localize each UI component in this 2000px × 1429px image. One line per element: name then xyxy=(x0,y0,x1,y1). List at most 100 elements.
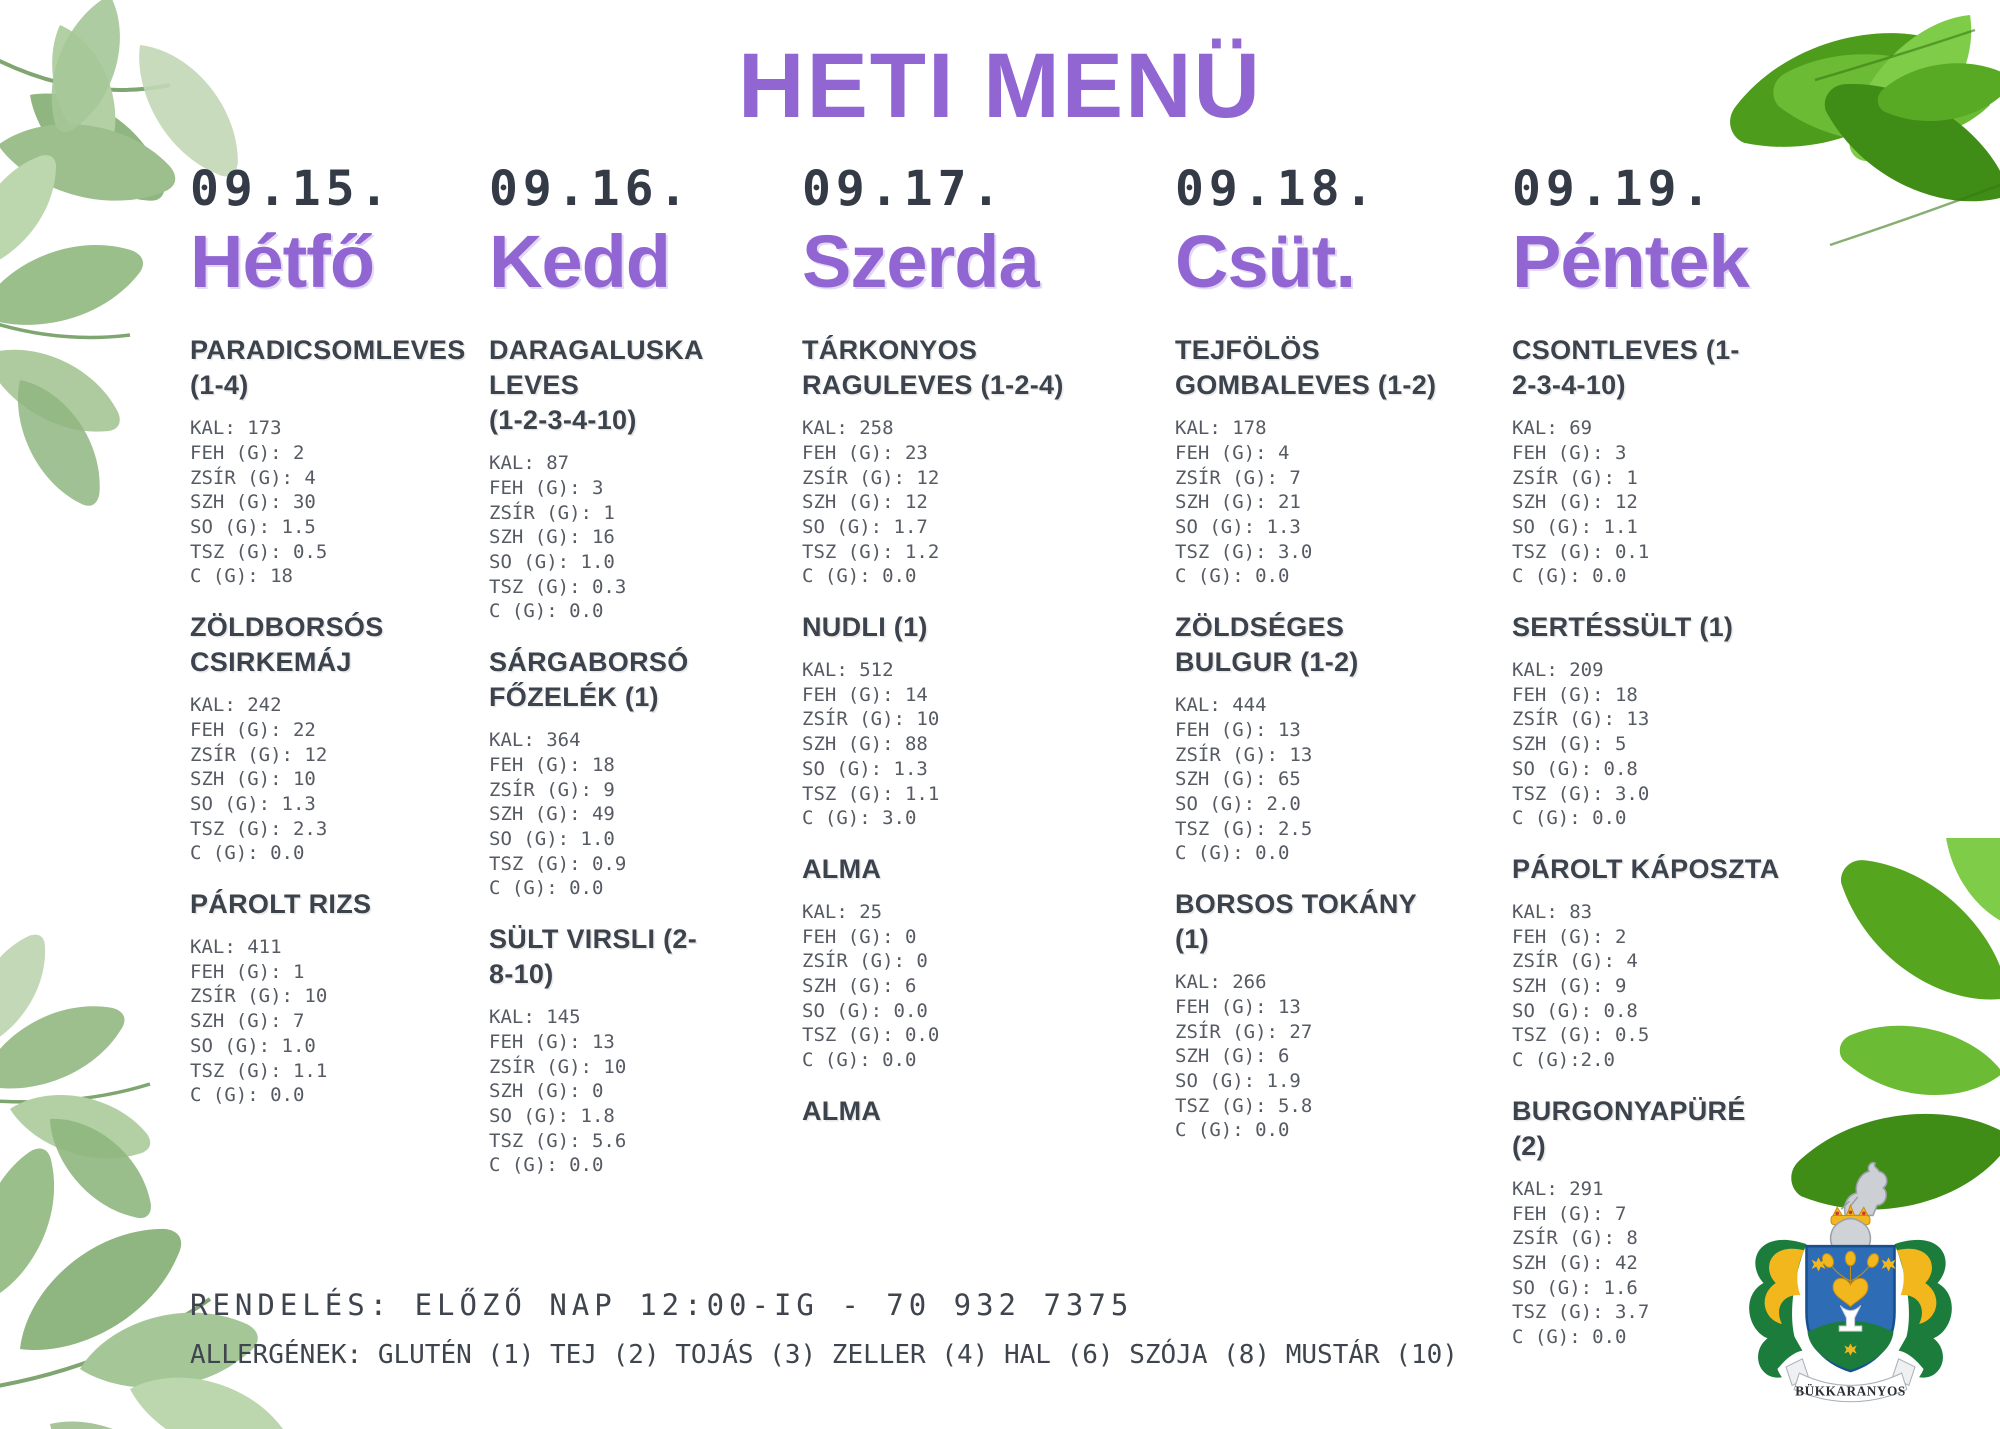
nutrition-line: SZH (G): 0 xyxy=(489,1080,604,1103)
nutrition-line: C (G): 0.0 xyxy=(1512,807,1627,830)
nutrition-list: KAL: 69 FEH (G): 3 ZSÍR (G): 1 SZH (G): 12 S… xyxy=(1512,416,1796,589)
dish-name: PARADICSOMLEVES (1-4) xyxy=(190,335,466,401)
nutrition-line: C (G):2.0 xyxy=(1512,1049,1615,1072)
day-date: 09.16. xyxy=(489,161,693,217)
nutrition-line: ZSÍR (G): 8 xyxy=(1512,1227,1638,1250)
nutrition-list: KAL: 444 FEH (G): 13 ZSÍR (G): 13 SZH (G): … xyxy=(1175,693,1486,866)
dish: BURGONYAPÜRÉ (2) KAL: 291 FEH (G): 7 ZSÍR … xyxy=(1512,1094,1796,1350)
dish: TEJFÖLÖS GOMBALEVES (1-2) KAL: 178 FEH (G… xyxy=(1175,333,1486,589)
nutrition-line: KAL: 411 xyxy=(190,936,282,959)
day-name: Kedd xyxy=(489,220,671,303)
nutrition-line: C (G): 0.0 xyxy=(1175,565,1290,588)
nutrition-line: ZSÍR (G): 12 xyxy=(802,466,940,489)
nutrition-line: ZSÍR (G): 10 xyxy=(190,985,328,1008)
dish-name: CSONTLEVES (1- 2-3-4-10) xyxy=(1512,335,1740,401)
nutrition-line: C (G): 3.0 xyxy=(802,807,917,830)
nutrition-line: TSZ (G): 0.3 xyxy=(489,575,627,598)
dish: NUDLI (1) KAL: 512 FEH (G): 14 ZSÍR (G): 1… xyxy=(802,610,1149,831)
mantling-right xyxy=(1894,1239,1952,1378)
nutrition-line: SZH (G): 88 xyxy=(802,733,928,756)
nutrition-line: C (G): 0.0 xyxy=(802,565,917,588)
nutrition-list: KAL: 291 FEH (G): 7 ZSÍR (G): 8 SZH (G): 42… xyxy=(1512,1177,1796,1350)
nutrition-line: KAL: 209 xyxy=(1512,659,1604,682)
nutrition-line: KAL: 145 xyxy=(489,1006,581,1029)
nutrition-line: ZSÍR (G): 10 xyxy=(489,1055,627,1078)
nutrition-line: C (G): 18 xyxy=(190,565,293,588)
nutrition-line: ZSÍR (G): 13 xyxy=(1175,743,1313,766)
nutrition-line: FEH (G): 18 xyxy=(489,753,615,776)
nutrition-line: FEH (G): 23 xyxy=(802,441,928,464)
dish: CSONTLEVES (1- 2-3-4-10) KAL: 69 FEH (G):… xyxy=(1512,333,1796,589)
nutrition-line: TSZ (G): 2.5 xyxy=(1175,817,1313,840)
nutrition-list: KAL: 266 FEH (G): 13 ZSÍR (G): 27 SZH (G): … xyxy=(1175,970,1486,1143)
nutrition-line: ZSÍR (G): 7 xyxy=(1175,466,1301,489)
nutrition-line: TSZ (G): 1.1 xyxy=(190,1059,328,1082)
nutrition-list: KAL: 83 FEH (G): 2 ZSÍR (G): 4 SZH (G): 9 SO… xyxy=(1512,900,1796,1073)
nutrition-line: FEH (G): 13 xyxy=(1175,718,1301,741)
day-column: 09.15. Hétfő PARADICSOMLEVES (1-4) KAL: … xyxy=(190,165,489,1371)
dish-list: CSONTLEVES (1- 2-3-4-10) KAL: 69 FEH (G):… xyxy=(1512,333,1796,1350)
nutrition-line: SO (G): 1.7 xyxy=(802,515,928,538)
nutrition-list: KAL: 25 FEH (G): 0 ZSÍR (G): 0 SZH (G): 6 SO… xyxy=(802,900,1149,1073)
dish-name: DARAGALUSKA LEVES (1-2-3-4-10) xyxy=(489,335,703,436)
day-name: Szerda xyxy=(802,220,1040,303)
nutrition-line: KAL: 291 xyxy=(1512,1178,1604,1200)
day-date: 09.18. xyxy=(1175,161,1379,217)
dish: ALMA xyxy=(802,1094,1149,1129)
dish-name: ZÖLDBORSÓS CSIRKEMÁJ xyxy=(190,612,384,678)
dish-name: BORSOS TOKÁNY (1) xyxy=(1175,889,1417,955)
dish: SÁRGABORSÓ FŐZELÉK (1) KAL: 364 FEH (G): … xyxy=(489,645,776,901)
day-date: 09.15. xyxy=(190,161,394,217)
dish-name: BURGONYAPÜRÉ (2) xyxy=(1512,1095,1746,1161)
nutrition-line: TSZ (G): 3.7 xyxy=(1512,1301,1650,1324)
nutrition-line: SO (G): 0.8 xyxy=(1512,999,1638,1022)
day-name: Csüt. xyxy=(1175,220,1356,303)
ribbon: BÜKKARANYOS xyxy=(1785,1358,1916,1403)
nutrition-line: FEH (G): 2 xyxy=(1512,925,1627,948)
nutrition-line: SO (G): 0.8 xyxy=(1512,757,1638,780)
nutrition-line: SZH (G): 12 xyxy=(1512,491,1638,514)
nutrition-line: ZSÍR (G): 4 xyxy=(190,466,316,489)
nutrition-line: FEH (G): 3 xyxy=(1512,441,1627,464)
nutrition-list: KAL: 209 FEH (G): 18 ZSÍR (G): 13 SZH (G): … xyxy=(1512,658,1796,831)
nutrition-line: SO (G): 2.0 xyxy=(1175,792,1301,815)
nutrition-line: FEH (G): 18 xyxy=(1512,683,1638,706)
stars xyxy=(1811,1257,1896,1356)
nutrition-line: ZSÍR (G): 12 xyxy=(190,743,328,766)
dish-name: TEJFÖLÖS GOMBALEVES (1-2) xyxy=(1175,335,1437,401)
dish-name: ALMA xyxy=(802,853,882,884)
nutrition-line: SO (G): 1.6 xyxy=(1512,1276,1638,1299)
dish: PARADICSOMLEVES (1-4) KAL: 173 FEH (G): 2… xyxy=(190,333,466,589)
nutrition-line: SO (G): 1.5 xyxy=(190,515,316,538)
nutrition-line: KAL: 242 xyxy=(190,694,282,717)
day-name: Péntek xyxy=(1512,220,1750,303)
dish-name: TÁRKONYOS RAGULEVES (1-2-4) xyxy=(802,335,1064,401)
dish: PÁROLT RIZS KAL: 411 FEH (G): 1 ZSÍR (G): … xyxy=(190,887,463,1108)
day-date: 09.17. xyxy=(802,161,1006,217)
nutrition-line: C (G): 0.0 xyxy=(190,842,305,865)
nutrition-line: ZSÍR (G): 1 xyxy=(489,501,615,524)
day-column: 09.18. Csüt. TEJFÖLÖS GOMBALEVES (1-2) K… xyxy=(1175,165,1512,1371)
nutrition-line: SZH (G): 6 xyxy=(1175,1045,1290,1068)
nutrition-line: ZSÍR (G): 27 xyxy=(1175,1020,1313,1043)
nutrition-line: SO (G): 1.3 xyxy=(802,757,928,780)
nutrition-line: ZSÍR (G): 4 xyxy=(1512,950,1638,973)
nutrition-line: ZSÍR (G): 1 xyxy=(1512,466,1638,489)
nutrition-line: FEH (G): 13 xyxy=(1175,995,1301,1018)
nutrition-line: C (G): 0.0 xyxy=(802,1049,917,1072)
day-name: Hétfő xyxy=(190,220,375,303)
nutrition-line: SZH (G): 30 xyxy=(190,491,316,514)
nutrition-line: C (G): 0.0 xyxy=(190,1084,305,1107)
nutrition-line: TSZ (G): 3.0 xyxy=(1512,782,1650,805)
nutrition-line: KAL: 512 xyxy=(802,659,894,682)
nutrition-line: SZH (G): 7 xyxy=(190,1010,305,1033)
nutrition-line: SO (G): 1.0 xyxy=(190,1034,316,1057)
dish: SÜLT VIRSLI (2- 8-10) KAL: 145 FEH (G): 1… xyxy=(489,922,776,1178)
nutrition-list: KAL: 173 FEH (G): 2 ZSÍR (G): 4 SZH (G): 30… xyxy=(190,416,463,589)
nutrition-line: SO (G): 1.0 xyxy=(489,828,615,851)
nutrition-line: KAL: 87 xyxy=(489,452,570,475)
nutrition-line: TSZ (G): 3.0 xyxy=(1175,540,1313,563)
nutrition-list: KAL: 242 FEH (G): 22 ZSÍR (G): 12 SZH (G): … xyxy=(190,693,463,866)
nutrition-line: C (G): 0.0 xyxy=(1512,565,1627,588)
nutrition-line: SO (G): 1.8 xyxy=(489,1105,615,1128)
